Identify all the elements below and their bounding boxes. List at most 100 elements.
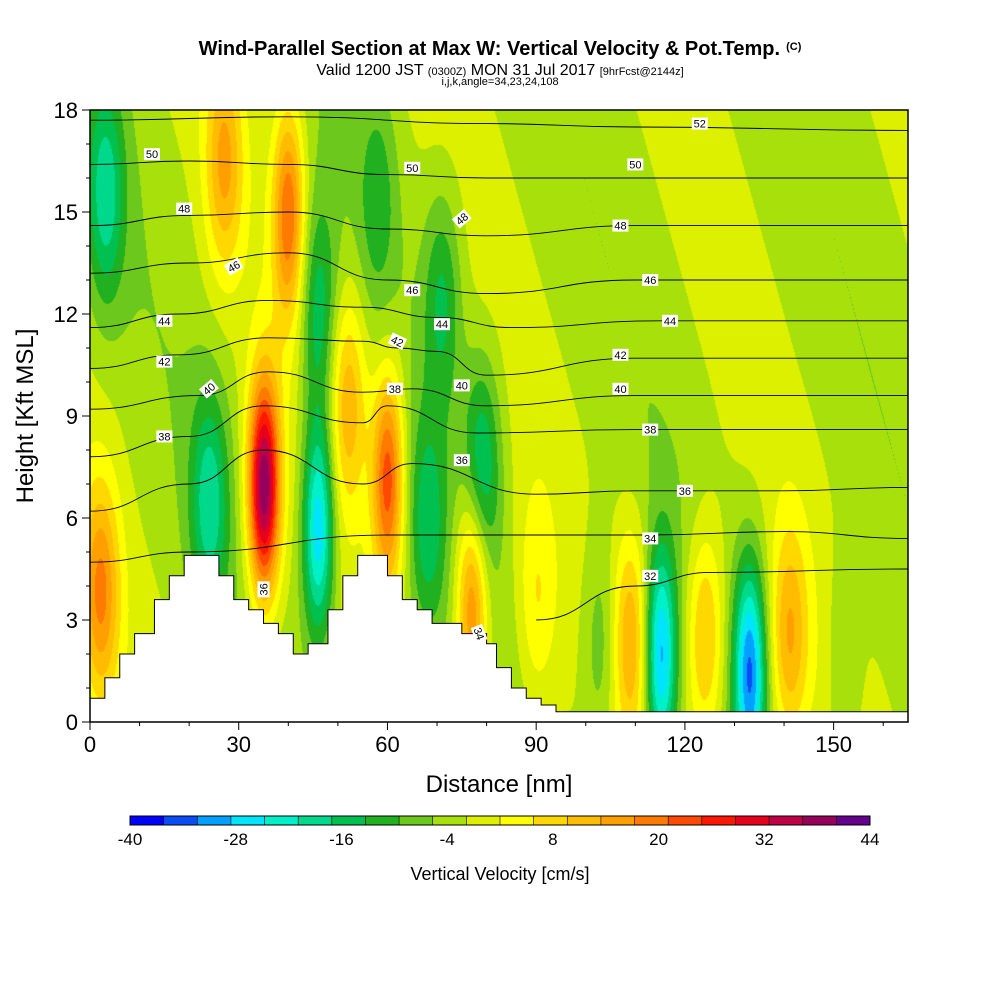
contour-label-text: 50	[146, 149, 158, 161]
colorbar-tick-label: -28	[223, 830, 248, 849]
grid-info-line: i,j,k,angle=34,23,24,108	[441, 76, 559, 88]
theta-contour-48	[89, 211, 908, 237]
y-tick-label: 0	[66, 710, 78, 735]
contour-label-bg	[223, 257, 244, 276]
contour-label: 38	[386, 382, 403, 396]
colorbar-tick-label: 44	[861, 830, 880, 849]
contour-label: 38	[156, 430, 173, 443]
x-tick-label: 150	[815, 732, 852, 757]
contour-label-bg	[257, 581, 270, 598]
contour-label: 48	[176, 202, 193, 216]
contour-label: 48	[612, 219, 629, 233]
contour-label-text: 40	[456, 380, 468, 392]
contour-label-text: 48	[454, 211, 471, 228]
contour-label-bg	[642, 274, 659, 286]
contour-label-bg	[642, 423, 659, 436]
contour-label-bg	[404, 161, 421, 174]
contour-label-text: 42	[389, 334, 405, 350]
y-tick-label: 3	[66, 608, 78, 633]
colorbar-swatch	[298, 816, 333, 825]
colorbar-tick-label: -40	[118, 830, 143, 849]
colorbar-swatch	[802, 816, 837, 825]
contour-label-bg	[662, 314, 679, 327]
contour-label-text: 48	[178, 204, 190, 216]
x-axis-label: Distance [nm]	[426, 771, 573, 798]
x-tick-label: 0	[84, 732, 96, 757]
contour-label-bg	[612, 219, 629, 232]
theta-contour-46	[89, 252, 908, 295]
contour-label-text: 50	[629, 159, 641, 171]
contour-label-text: 46	[406, 285, 418, 297]
contour-label: 50	[143, 148, 160, 161]
contour-label: 46	[404, 284, 421, 297]
contour-label: 42	[387, 332, 408, 351]
contour-label-text: 50	[406, 163, 418, 175]
colorbar-swatch	[634, 816, 669, 825]
contour-label: 40	[198, 379, 219, 399]
contour-label-bg	[156, 355, 173, 368]
colorbar-swatch	[735, 816, 770, 825]
colorbar-swatch	[130, 816, 164, 825]
copyright-mark: (C)	[786, 41, 802, 53]
theta-contours	[89, 116, 909, 621]
contour-label-bg	[612, 348, 629, 361]
contour-label-text: 44	[158, 316, 170, 328]
contour-label-text: 38	[158, 431, 170, 443]
axis-ticks	[82, 109, 884, 730]
colorbar-swatch	[567, 816, 602, 825]
terrain-mask	[89, 554, 909, 723]
contour-label: 32	[642, 569, 659, 583]
contour-label: 46	[642, 274, 659, 287]
y-axis-label: Height [Kft MSL]	[12, 329, 39, 504]
contour-label: 36	[453, 454, 470, 467]
contour-label-bg	[453, 379, 470, 392]
y-tick-label: 12	[54, 302, 78, 327]
contour-label: 36	[257, 581, 271, 598]
contour-label: 52	[691, 117, 708, 131]
colorbar-swatch	[600, 816, 635, 825]
contour-label-bg	[676, 484, 693, 497]
contour-label: 44	[433, 318, 450, 331]
contour-label-text: 48	[614, 221, 626, 233]
colorbar-swatch	[163, 816, 198, 825]
contour-label-text: 32	[644, 571, 656, 583]
colorbar-tick-label: -16	[329, 830, 354, 849]
contour-label-text: 44	[664, 316, 676, 328]
colorbar-swatch	[230, 816, 265, 825]
contour-label: 50	[404, 161, 421, 175]
contour-labels: 50 50 50 52 48 48 48 46 46 46 44 44 44 42 42 42 40 40 40 38…	[143, 117, 708, 644]
contour-label: 40	[612, 382, 629, 396]
contour-label: 50	[627, 158, 644, 171]
colorbar-tick-label: -4	[440, 830, 455, 849]
y-tick-label: 18	[54, 98, 78, 123]
chart-title: Wind-Parallel Section at Max W: Vertical…	[198, 38, 802, 60]
contour-label-text: 44	[436, 319, 448, 331]
contour-label-bg	[642, 569, 659, 582]
contour-label-bg	[387, 332, 408, 351]
contour-label: 48	[451, 209, 472, 229]
contour-label-text: 36	[259, 583, 271, 595]
x-tick-label: 90	[524, 732, 548, 757]
contour-label: 34	[470, 624, 488, 644]
colorbar-label: Vertical Velocity [cm/s]	[410, 864, 589, 884]
colorbar-tick-label: 20	[649, 830, 668, 849]
x-tick-label: 30	[226, 732, 250, 757]
theta-contour-42	[89, 337, 908, 376]
colorbar-swatch	[533, 816, 568, 825]
colorbar-swatch	[264, 816, 299, 825]
contour-label-bg	[404, 284, 421, 297]
contour-label: 42	[612, 348, 629, 362]
contour-label: 42	[156, 355, 173, 369]
contour-label-text: 36	[679, 486, 691, 498]
contour-label-bg	[470, 624, 488, 644]
contour-label-text: 46	[644, 275, 656, 287]
colorbar-swatch	[769, 816, 804, 825]
y-tick-label: 9	[66, 404, 78, 429]
colorbar-swatch	[466, 816, 501, 825]
contour-label-text: 40	[614, 384, 626, 396]
contour-label-bg	[176, 202, 193, 215]
x-tick-label: 60	[375, 732, 399, 757]
colorbar: -40 -28 -16 -4 8 20 32 44 Vertical Velocity [cm/…	[118, 815, 880, 884]
